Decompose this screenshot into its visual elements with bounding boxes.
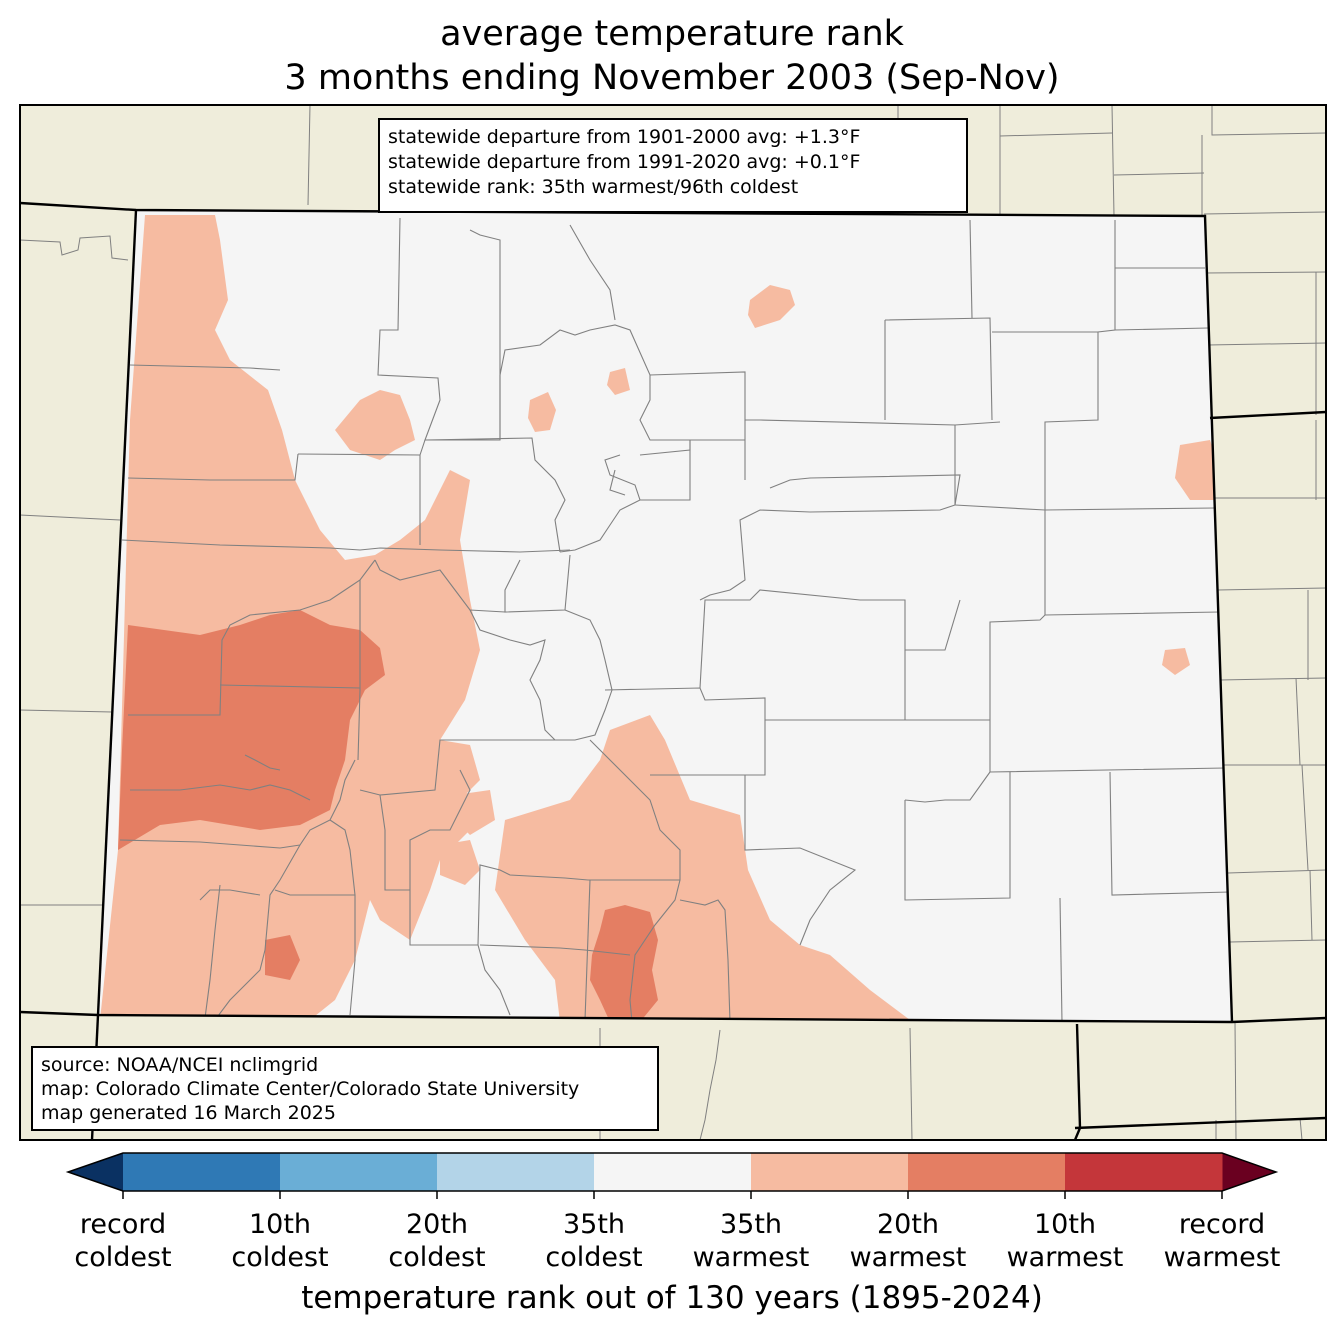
- warm-blob-east-1: [1175, 440, 1220, 500]
- colorbar-tick-label-line1: 10th: [1033, 1209, 1097, 1240]
- colorbar-tick-label: 10th coldest: [200, 1208, 360, 1274]
- colorbar-extend-low: [68, 1153, 123, 1191]
- warm20-region-west: [118, 610, 385, 850]
- colorbar-tick-label-line2: warmest: [1006, 1242, 1124, 1273]
- source-line: source: NOAA/NCEI nclimgrid: [41, 1054, 319, 1076]
- colorbar-title: temperature rank out of 130 years (1895-…: [301, 1280, 1043, 1316]
- warm-region-north-blob: [335, 390, 415, 460]
- colorbar-tick-label-line1: record: [79, 1209, 167, 1240]
- rank-shading: [100, 215, 1220, 1022]
- colorbar-tick-label-line1: 20th: [405, 1209, 469, 1240]
- colorbar-swatch: [123, 1153, 281, 1191]
- warm20-region-south: [590, 905, 658, 1022]
- colorbar-tick-label-line2: warmest: [849, 1242, 967, 1273]
- colorbar-tick-label: record coldest: [43, 1208, 203, 1274]
- statewide-stats-box: statewide departure from 1901-2000 avg: …: [378, 118, 968, 213]
- colorbar-tick-label-line2: coldest: [545, 1242, 643, 1273]
- warm-blob-east-2: [1162, 648, 1190, 675]
- colorbar-tick-label-line1: 35th: [562, 1209, 626, 1240]
- map-frame: [19, 104, 1327, 1141]
- colorbar-swatch: [1065, 1153, 1223, 1191]
- colorbar-tick-label-line2: coldest: [74, 1242, 172, 1273]
- warm-blob-northeast-1: [748, 285, 795, 328]
- map-generated-line: map generated 16 March 2025: [41, 1102, 336, 1124]
- map-title-line1: average temperature rank: [440, 14, 904, 54]
- colorbar-tick-label: 20th warmest: [828, 1208, 988, 1274]
- colorbar-tick-label-line2: coldest: [231, 1242, 329, 1273]
- colorbar-tick-label-line2: warmest: [1163, 1242, 1281, 1273]
- warm-region-central-blob: [455, 790, 495, 835]
- colorbar: [65, 1152, 1279, 1199]
- colorbar-tick-label-line1: 20th: [876, 1209, 940, 1240]
- warm-region-south-fingers: [440, 840, 480, 885]
- colorbar-swatch: [437, 1153, 595, 1191]
- colorbar-tick-label: 20th coldest: [357, 1208, 517, 1274]
- stats-departure-1991-2020: statewide departure from 1991-2020 avg: …: [388, 151, 861, 173]
- state-borders: [20, 201, 1326, 1140]
- warm-blob-north-2: [528, 392, 556, 432]
- colorbar-tick-label: record warmest: [1142, 1208, 1302, 1274]
- source-box: source: NOAA/NCEI nclimgrid map: Colorad…: [31, 1046, 659, 1131]
- colorbar-tick-label-line2: coldest: [388, 1242, 486, 1273]
- colorbar-swatch: [594, 1153, 752, 1191]
- stats-departure-1901-2000: statewide departure from 1901-2000 avg: …: [388, 126, 861, 148]
- colorbar-swatch: [751, 1153, 909, 1191]
- colorbar-extend-high: [1222, 1153, 1276, 1191]
- colorbar-tick-label-line1: record: [1178, 1209, 1266, 1240]
- map-credit-line: map: Colorado Climate Center/Colorado St…: [41, 1078, 580, 1100]
- colorbar-tick-label-line2: warmest: [692, 1242, 810, 1273]
- colorbar-swatch: [908, 1153, 1066, 1191]
- warm-blob-north-3: [607, 368, 630, 395]
- county-lines: [119, 217, 1231, 1022]
- map-title-line2: 3 months ending November 2003 (Sep-Nov): [284, 58, 1060, 98]
- colorbar-tick-label: 10th warmest: [985, 1208, 1145, 1274]
- colorbar-tick-label-line1: 10th: [248, 1209, 312, 1240]
- colorbar-tick-label: 35th coldest: [514, 1208, 674, 1274]
- warm20-blob-southwest: [265, 935, 300, 980]
- colorbar-swatch: [280, 1153, 438, 1191]
- colorbar-tick-label-line1: 35th: [719, 1209, 783, 1240]
- stats-statewide-rank: statewide rank: 35th warmest/96th coldes…: [388, 176, 799, 198]
- colorbar-tick-label: 35th warmest: [671, 1208, 831, 1274]
